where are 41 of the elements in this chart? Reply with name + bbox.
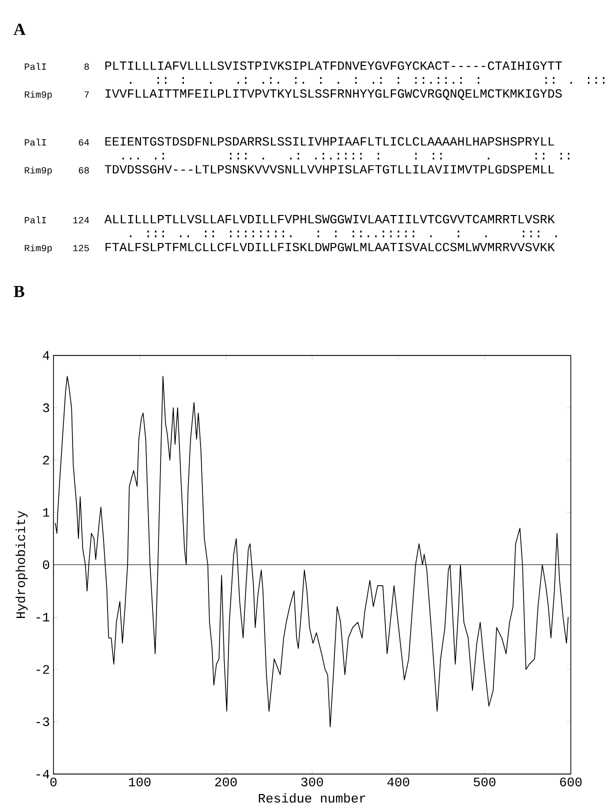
text: 125 <box>72 244 89 252</box>
x-tick-label: 100 <box>128 778 150 786</box>
y-tick-label: 2 <box>42 456 49 464</box>
y-tick-label: -4 <box>36 770 50 778</box>
text: EEIENTGSTDSDFNLPSDARRSLSSILIVHPIAAFLTLICLCLAAAAHLHAPSHSPRYLL <box>105 137 554 146</box>
y-tick-label: -3 <box>36 717 49 726</box>
x-tick-label: 300 <box>301 778 323 786</box>
text: PalI <box>24 138 46 146</box>
text: Rim9p <box>24 90 52 100</box>
text: FTALFSLPTFMLCLLCFLVDILLFISKLDWPGWLMLAATISVALCCSMLWVMRRVVSVKK <box>105 242 555 252</box>
text: PalI <box>24 62 46 70</box>
text: IVVFLLAITTMFEILPLITVPVTKYLSLSSFRNHYYGLFGWCVRGQNQELMCTKMKIGYDS <box>105 89 562 100</box>
text: ALLILLLPTLLVSLLAFLVDILLFVPHLSWGGWIVLAATIILVTCGVVTCAMRRTLVSRK <box>104 214 555 224</box>
text: Rim9p <box>24 166 52 176</box>
y-axis-title: Hydrophobicity <box>15 510 28 618</box>
y-tick-label: 1 <box>42 508 50 517</box>
x-tick-label: 200 <box>214 778 236 786</box>
text: PalI <box>24 216 46 224</box>
text: ... .: ::: . .: .:.:::: : : :: . :: :: <box>122 152 570 160</box>
text: . ::: .. :: ::::::::. : : ::..::::: . : . ::: . <box>130 230 557 238</box>
x-tick-label: 0 <box>50 778 56 786</box>
text: 68 <box>78 167 89 174</box>
text: . :: : . .: .:. :. : . : .: : ::.::.: : :: . ::: <box>130 77 604 84</box>
y-tick-label: -2 <box>36 665 49 674</box>
x-tick-label: 400 <box>387 778 409 786</box>
y-tick-label: -1 <box>36 612 50 622</box>
x-axis-title: Residue number <box>258 793 365 803</box>
text: B <box>14 286 24 298</box>
text: 8 <box>84 63 89 70</box>
y-tick-label: 4 <box>42 351 50 360</box>
text: PLTILLLIAFVLLLLSVISTPIVKSIPLATFDNVEYGVFGYCKACT-----CTAIHIGYTT <box>105 61 562 70</box>
text: A <box>13 24 26 35</box>
text: TDVDSSGHV---LTLPSNSKVVVSNLLVVHPISLAFTGTLLILAVIIMVTPLGDSPEMLL <box>104 165 554 174</box>
x-tick-label: 600 <box>560 778 582 786</box>
text: 124 <box>72 216 89 224</box>
x-tick-label: 500 <box>474 778 496 786</box>
text: 64 <box>78 139 89 146</box>
text: Rim9p <box>24 244 52 254</box>
text: 7 <box>84 91 89 98</box>
y-tick-label: 0 <box>42 560 49 570</box>
y-tick-label: 3 <box>42 403 49 412</box>
